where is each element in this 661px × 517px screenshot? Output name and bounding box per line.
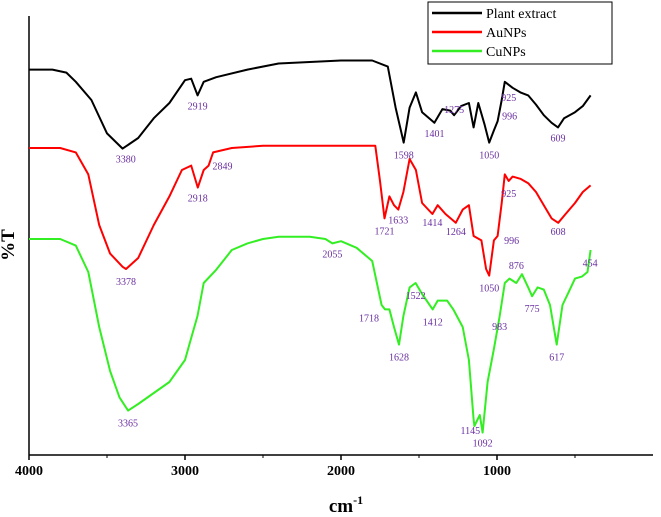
series-cunps (29, 235, 592, 434)
x-tick-label: 3000 (171, 464, 199, 479)
axes: 4000 3000 2000 1000 (15, 16, 653, 479)
peak-label: 1721 (375, 226, 395, 237)
peak-label: 2918 (188, 194, 208, 205)
peak-label: 925 (501, 189, 516, 200)
peak-label: 1264 (446, 227, 466, 238)
legend-label: Plant extract (486, 7, 556, 22)
peak-labels: 2919 3380 1598 1401 1275 1050 996 925 609 2918 284… (116, 93, 598, 450)
peak-label: 1050 (479, 284, 499, 295)
peak-label: 1633 (388, 216, 408, 227)
peak-label: 1275 (444, 105, 464, 116)
peak-label: 608 (551, 227, 566, 238)
y-axis-title: %T (0, 229, 19, 261)
peak-label: 454 (583, 258, 598, 269)
x-tick-label: 4000 (15, 464, 43, 479)
x-axis-title: cm-1 (329, 493, 363, 517)
peak-label: 1145 (461, 426, 481, 437)
series-aunps (29, 144, 592, 277)
peak-label: 876 (509, 261, 524, 272)
peak-label: 983 (492, 322, 507, 333)
peak-label: 1414 (422, 218, 442, 229)
peak-label: 3365 (118, 419, 138, 430)
peak-label: 1598 (394, 151, 414, 162)
x-tick-label: 2000 (327, 464, 355, 479)
series-plant-extract (29, 59, 592, 150)
legend: Plant extract AuNPs CuNPs (427, 1, 613, 65)
peak-label: 1050 (479, 151, 499, 162)
peak-label: 996 (504, 236, 519, 247)
peak-label: 996 (502, 111, 517, 122)
peak-label: 2919 (188, 101, 208, 112)
x-axis-title-base: cm (329, 496, 353, 517)
peak-label: 1718 (359, 313, 379, 324)
peak-label: 925 (501, 93, 516, 104)
peak-label: 2055 (322, 249, 342, 260)
series-layer (29, 59, 592, 434)
peak-label: 1092 (473, 439, 493, 450)
peak-label: 1522 (406, 291, 426, 302)
peak-label: 1628 (389, 353, 409, 364)
peak-label: 2849 (213, 162, 233, 173)
peak-label: 609 (550, 133, 565, 144)
peak-label: 1401 (424, 129, 444, 140)
x-tick-label: 1000 (483, 464, 511, 479)
peak-label: 617 (549, 353, 564, 364)
legend-label: CuNPs (486, 45, 526, 60)
peak-label: 3378 (116, 277, 136, 288)
peak-label: 3380 (116, 155, 136, 166)
peak-label: 1412 (423, 317, 443, 328)
x-axis-title-exponent: -1 (353, 493, 363, 507)
legend-label: AuNPs (486, 26, 526, 41)
peak-label: 775 (525, 304, 540, 315)
